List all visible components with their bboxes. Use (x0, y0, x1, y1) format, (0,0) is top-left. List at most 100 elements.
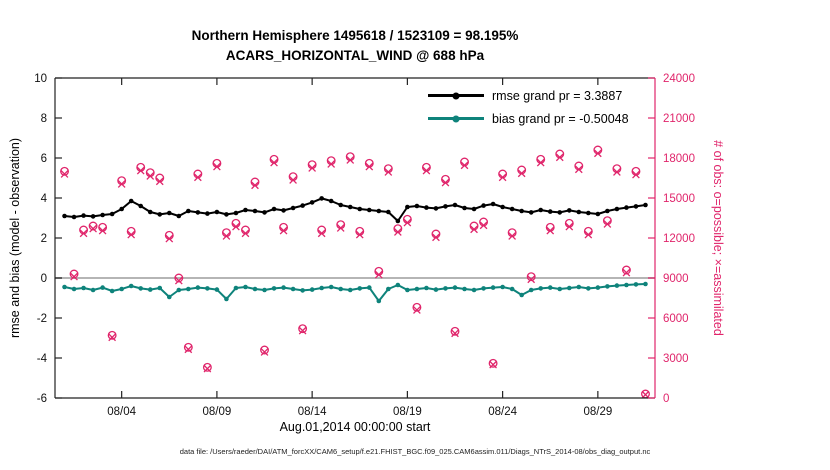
rmse-marker (462, 205, 467, 211)
assimilated-obs-marker (603, 220, 612, 228)
rmse-marker (576, 209, 582, 215)
rmse-marker (452, 202, 458, 208)
bias-marker (224, 296, 229, 302)
assimilated-obs-marker (536, 158, 545, 167)
bias-marker (452, 285, 458, 290)
assimilated-obs-marker (365, 162, 374, 171)
rmse-marker (300, 203, 305, 208)
assimilated-obs-marker (346, 156, 355, 164)
bias-marker (424, 285, 429, 291)
rmse-marker (186, 208, 191, 214)
bias-marker (433, 287, 439, 292)
chart-title-line1: Northern Hemisphere 1495618 / 1523109 = … (191, 28, 519, 43)
bias-marker (405, 287, 410, 293)
assimilated-obs-marker (327, 160, 336, 168)
left-tick-label: -2 (37, 313, 47, 325)
possible-obs-marker (450, 326, 460, 336)
rmse-marker (471, 206, 477, 212)
bias-marker (481, 286, 486, 291)
legend-label: bias grand pr = -0.50048 (492, 111, 629, 126)
bottom-tick-label: 08/09 (203, 406, 232, 418)
assimilated-obs-marker (374, 270, 383, 279)
possible-obs-marker (183, 342, 193, 352)
assimilated-obs-marker (508, 232, 517, 240)
assimilated-obs-marker (593, 149, 602, 158)
right-tick-label: 6000 (663, 313, 689, 325)
possible-obs-marker (69, 269, 79, 279)
legend-marker-dot (452, 115, 460, 122)
bias-marker (186, 286, 191, 292)
left-tick-label: -4 (37, 353, 48, 365)
bias-marker (347, 287, 353, 293)
rmse-marker (252, 208, 258, 214)
rmse-marker (405, 204, 410, 210)
bias-marker (319, 285, 324, 291)
assimilated-obs-marker (613, 168, 621, 176)
rmse-marker (595, 211, 601, 217)
rmse-marker (71, 214, 77, 220)
bias-marker (614, 283, 620, 288)
rmse-marker (643, 202, 648, 208)
assimilated-obs-marker (565, 222, 574, 231)
rmse-marker (271, 206, 277, 212)
assimilated-obs-marker (555, 153, 564, 162)
possible-obs-marker (298, 324, 308, 334)
bias-marker (157, 285, 163, 291)
bias-marker (195, 285, 201, 290)
bias-marker (81, 285, 86, 291)
rmse-marker (376, 208, 382, 214)
possible-obs-marker (526, 272, 536, 282)
rmse-marker (614, 206, 620, 212)
bottom-tick-label: 08/14 (298, 406, 327, 418)
assimilated-obs-marker (70, 272, 78, 281)
assimilated-obs-marker (165, 234, 174, 243)
bias-marker (357, 286, 363, 291)
rmse-marker (319, 196, 324, 201)
rmse-marker (328, 198, 334, 204)
rmse-marker (62, 213, 67, 219)
bias-marker (471, 287, 477, 293)
bias-marker (538, 286, 544, 291)
rmse-marker (547, 209, 553, 214)
bias-marker (233, 285, 239, 291)
rmse-marker (290, 205, 296, 211)
rmse-marker (443, 204, 448, 209)
assimilated-obs-marker (260, 348, 269, 356)
rmse-marker (109, 211, 115, 217)
data-file-caption: data file: /Users/raeder/DAI/ATM_forcXX/… (179, 447, 651, 456)
assimilated-obs-marker (79, 229, 88, 238)
assimilated-obs-marker (213, 162, 221, 171)
assimilated-obs-marker (479, 221, 488, 230)
bias-marker (500, 284, 505, 290)
possible-obs-marker (88, 221, 98, 231)
assimilated-obs-marker (622, 268, 631, 277)
assimilated-obs-marker (146, 172, 155, 180)
rmse-marker (90, 214, 96, 219)
bottom-tick-label: 08/19 (393, 406, 422, 418)
assimilated-obs-marker (632, 170, 640, 179)
possible-obs-marker (202, 362, 212, 372)
bias-marker (214, 287, 220, 292)
assimilated-obs-marker (203, 364, 212, 373)
assimilated-obs-marker (498, 173, 507, 182)
bias-marker (605, 284, 610, 289)
bias-marker (271, 286, 277, 291)
rmse-marker (262, 210, 267, 215)
left-tick-label: 6 (41, 153, 47, 165)
assimilated-obs-marker (413, 306, 421, 314)
rmse-marker (586, 210, 591, 216)
bias-marker (71, 286, 77, 292)
rmse-marker (519, 208, 524, 214)
bias-marker (300, 288, 305, 293)
legend-item-bias: bias grand pr = -0.50048 (428, 107, 629, 130)
left-tick-label: 8 (41, 113, 47, 125)
assimilated-obs-marker (289, 176, 297, 184)
assimilated-obs-marker (517, 169, 526, 178)
bias-marker (643, 281, 648, 287)
bias-marker (109, 288, 115, 294)
right-tick-label: 18000 (663, 153, 695, 165)
bias-marker (281, 285, 286, 290)
rmse-marker (128, 198, 134, 204)
